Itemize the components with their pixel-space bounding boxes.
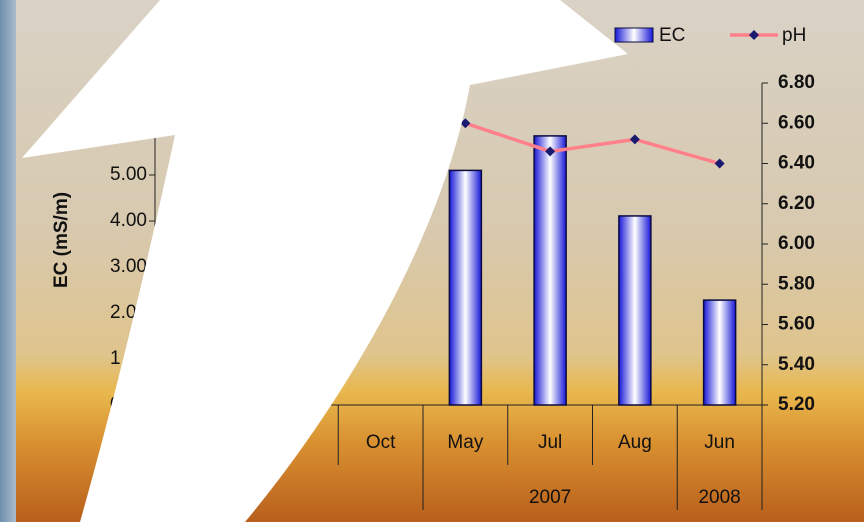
legend-marker	[749, 30, 759, 40]
y2-tick-label: 6.00	[778, 233, 815, 254]
line-marker	[460, 118, 471, 129]
y-tick-label: 4.00	[110, 210, 147, 231]
y2-tick-label: 6.80	[778, 72, 815, 93]
y-tick-label: 5.00	[110, 164, 147, 185]
y2-tick-label: 5.80	[778, 273, 815, 294]
window-edge	[0, 0, 16, 522]
x-tick-label: Aug	[618, 432, 652, 453]
bar	[448, 169, 483, 406]
bar	[702, 299, 737, 406]
y2-tick-label: 6.40	[778, 153, 815, 174]
bar	[533, 135, 567, 406]
y-axis-title: EC (mS/m)	[51, 192, 72, 288]
line-marker	[629, 134, 640, 145]
arrow-overlay	[22, 0, 628, 522]
legend-swatch	[614, 27, 654, 43]
y2-tick-label: 6.20	[778, 193, 815, 214]
legend-label: pH	[782, 25, 806, 46]
group-label: 2008	[698, 487, 740, 508]
x-tick-label: Oct	[366, 432, 396, 453]
x-tick-label: Jun	[704, 432, 735, 453]
y2-tick-label: 5.40	[778, 354, 815, 375]
line-marker	[714, 158, 725, 169]
line-marker	[545, 146, 556, 157]
line	[464, 121, 721, 166]
x-tick-label: Jul	[538, 432, 562, 453]
y2-tick-label: 5.60	[778, 314, 815, 335]
y2-tick-label: 5.20	[778, 394, 815, 415]
bar	[618, 215, 652, 406]
x-tick-label: May	[447, 432, 483, 453]
y2-tick-label: 6.60	[778, 112, 815, 133]
legend-label: EC	[659, 25, 685, 46]
group-label: 2007	[529, 487, 571, 508]
y-tick-label: 3.00	[110, 256, 147, 277]
